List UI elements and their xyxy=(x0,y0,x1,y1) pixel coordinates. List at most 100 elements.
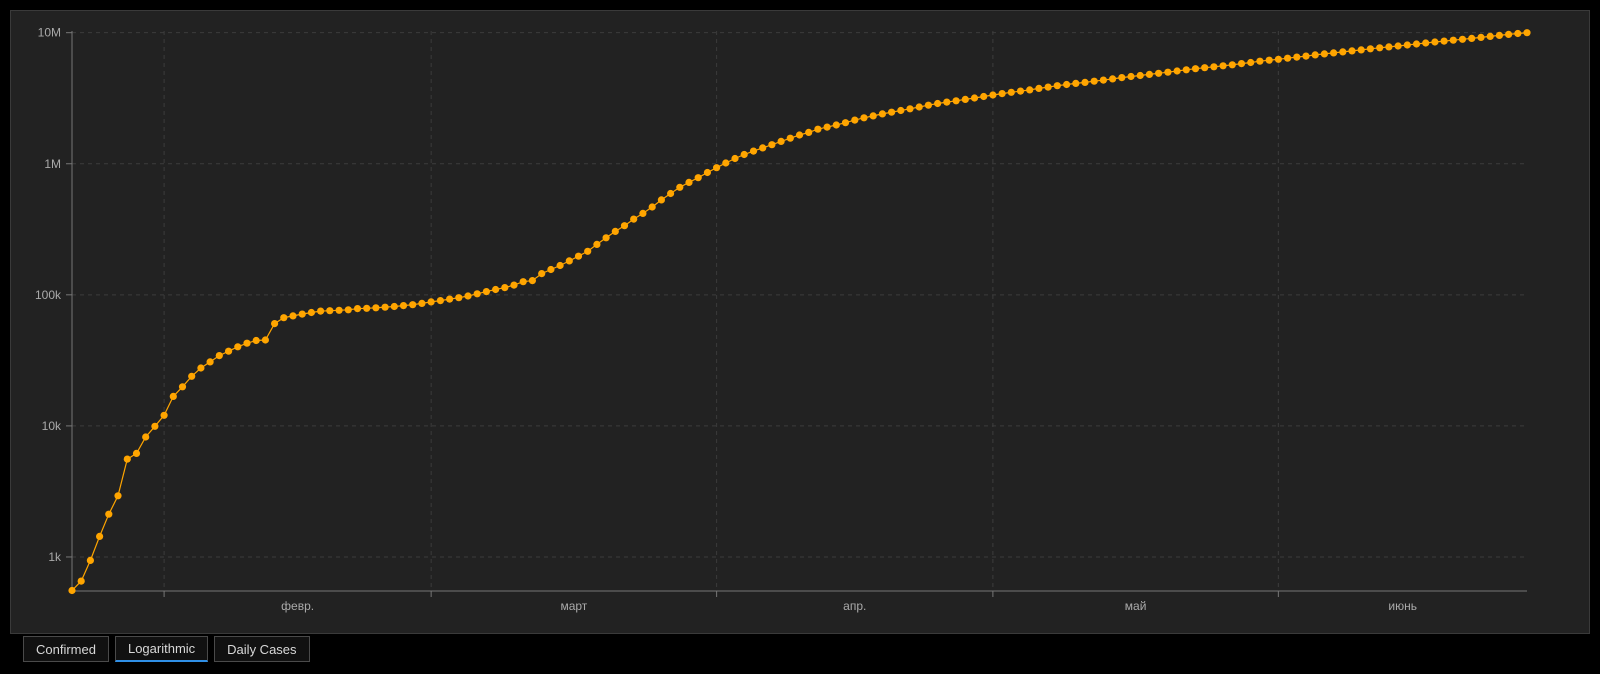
data-point xyxy=(713,164,721,172)
data-point xyxy=(381,303,389,311)
data-point xyxy=(326,307,334,315)
series-line xyxy=(71,32,1528,591)
data-point xyxy=(1191,65,1200,73)
data-point xyxy=(1237,60,1246,68)
data-point xyxy=(1477,33,1485,41)
data-point xyxy=(1016,87,1025,95)
data-point xyxy=(694,174,702,182)
x-tick-label: апр. xyxy=(843,599,866,613)
data-point xyxy=(206,358,214,366)
data-point xyxy=(961,95,969,103)
data-point xyxy=(390,302,398,311)
data-point xyxy=(1063,80,1071,89)
data-point xyxy=(1118,74,1126,82)
data-point xyxy=(1394,42,1402,50)
data-point xyxy=(1228,61,1236,69)
x-tick-label: февр. xyxy=(281,599,314,613)
data-point xyxy=(1412,40,1421,48)
chart-panel: 1k 10k 100k 1M 10M февр. март апр. май июнь xyxy=(10,10,1590,634)
data-point xyxy=(335,306,343,314)
data-point xyxy=(1182,66,1190,74)
data-point xyxy=(639,209,647,217)
data-point xyxy=(1201,64,1209,72)
data-point xyxy=(151,422,159,430)
data-point xyxy=(1302,52,1310,60)
data-point xyxy=(86,556,94,565)
data-point xyxy=(96,532,104,541)
data-point xyxy=(814,125,822,133)
data-point xyxy=(1348,47,1356,55)
data-point xyxy=(574,252,583,260)
data-point xyxy=(888,108,896,116)
data-point xyxy=(289,312,297,320)
data-point xyxy=(906,105,914,113)
data-point xyxy=(924,101,933,109)
data-point xyxy=(740,150,748,159)
data-point xyxy=(243,339,251,347)
data-point xyxy=(823,123,831,131)
data-point xyxy=(132,449,141,457)
data-point xyxy=(169,392,177,400)
data-point xyxy=(317,307,325,315)
data-point xyxy=(1247,58,1255,67)
data-point xyxy=(777,137,785,145)
y-tick-labels: 1k 10k 100k 1M 10M xyxy=(35,26,62,564)
data-point xyxy=(998,90,1006,98)
data-point xyxy=(68,586,76,595)
x-tick-label: июнь xyxy=(1388,599,1417,613)
data-point xyxy=(188,372,196,380)
data-point xyxy=(1044,83,1052,91)
data-point xyxy=(1449,36,1457,44)
tab-confirmed[interactable]: Confirmed xyxy=(23,636,109,662)
data-point xyxy=(519,278,527,286)
data-point xyxy=(970,94,979,102)
x-tick-labels: февр. март апр. май июнь xyxy=(281,599,1417,613)
data-point xyxy=(630,215,638,223)
data-point xyxy=(952,97,960,105)
data-point xyxy=(142,433,150,441)
data-point xyxy=(1357,46,1365,54)
axes xyxy=(66,31,1527,597)
data-point xyxy=(501,284,509,292)
data-point xyxy=(1081,78,1089,86)
data-point xyxy=(538,270,546,278)
data-point xyxy=(1109,75,1117,83)
data-point xyxy=(851,116,859,124)
data-point xyxy=(1035,84,1043,92)
data-point xyxy=(455,294,463,302)
data-point xyxy=(943,98,951,106)
data-point xyxy=(528,277,537,285)
data-point xyxy=(363,304,371,312)
data-point xyxy=(768,141,776,149)
data-point xyxy=(1330,49,1338,57)
data-point xyxy=(399,302,408,310)
data-point xyxy=(648,203,656,211)
data-point xyxy=(446,295,454,303)
data-point xyxy=(611,227,619,235)
data-point xyxy=(1468,34,1476,42)
data-point xyxy=(178,383,187,391)
data-point xyxy=(602,234,610,242)
data-point xyxy=(667,189,675,198)
tab-logarithmic[interactable]: Logarithmic xyxy=(114,636,209,662)
data-point xyxy=(1026,86,1034,94)
y-tick-label: 10k xyxy=(42,419,62,433)
chart-tabs: Confirmed Logarithmic Daily Cases xyxy=(23,636,310,662)
data-point xyxy=(1127,72,1135,81)
data-point xyxy=(114,492,122,500)
data-point xyxy=(1440,37,1448,45)
data-point xyxy=(1523,29,1531,37)
data-point xyxy=(1486,32,1494,40)
tab-daily-cases[interactable]: Daily Cases xyxy=(214,636,310,662)
data-point xyxy=(464,292,472,300)
data-point xyxy=(584,247,592,255)
data-point xyxy=(749,147,758,155)
data-point xyxy=(344,306,352,314)
log-chart: 1k 10k 100k 1M 10M февр. март апр. май июнь xyxy=(35,26,1531,613)
data-point xyxy=(1495,31,1503,39)
data-point xyxy=(1173,67,1181,75)
data-point xyxy=(897,106,905,115)
x-tick-label: март xyxy=(560,599,587,613)
data-point xyxy=(1385,43,1393,51)
data-point xyxy=(271,320,279,328)
